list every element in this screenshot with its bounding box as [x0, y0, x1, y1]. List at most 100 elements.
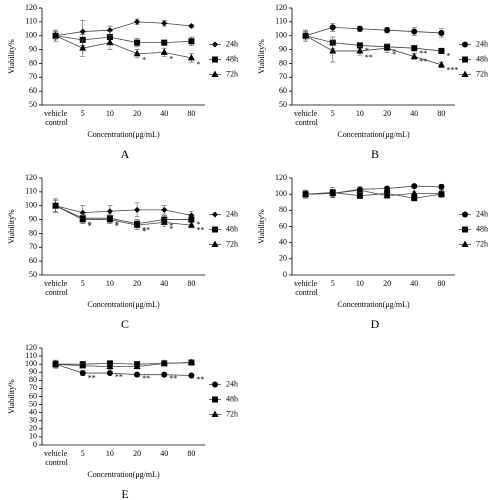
- y-tick-label: 60: [29, 256, 37, 265]
- marker: [161, 39, 168, 46]
- x-tick-label: 10: [106, 279, 114, 288]
- marker: [356, 46, 364, 54]
- marker: [79, 361, 87, 369]
- significance-label: *: [446, 52, 450, 61]
- series-line: [55, 363, 192, 376]
- legend-label: 24h: [226, 39, 238, 48]
- y-tick-label: 50: [29, 270, 37, 279]
- y-tick-label: 80: [279, 58, 287, 67]
- marker: [329, 189, 337, 196]
- marker: [134, 39, 141, 46]
- y-tick-label: 70: [29, 383, 37, 392]
- y-tick-label: 20: [279, 254, 287, 263]
- marker: [188, 216, 195, 223]
- marker: [79, 370, 86, 377]
- y-tick-label: 90: [29, 44, 37, 53]
- panel-caption: C: [121, 317, 129, 331]
- marker: [410, 189, 418, 196]
- marker: [188, 23, 195, 30]
- series-line: [305, 35, 442, 52]
- legend-label: 72h: [226, 239, 238, 248]
- x-tick-label: 80: [187, 109, 195, 118]
- legend-label: 72h: [226, 409, 238, 418]
- x-tick-label: 40: [410, 279, 418, 288]
- marker: [79, 44, 87, 51]
- marker: [134, 18, 141, 25]
- x-tick-label: 10: [356, 109, 364, 118]
- marker: [438, 29, 445, 36]
- marker: [106, 362, 114, 370]
- marker: [160, 359, 168, 366]
- panel: 50 60 70 80 90 100 110 120 vehicle control 5 10 20 4…: [7, 3, 238, 161]
- marker: [302, 31, 310, 39]
- legend-label: 48h: [226, 224, 238, 233]
- y-tick-label: 110: [275, 17, 287, 26]
- legend-label: 72h: [476, 69, 488, 78]
- x-tick-label: 20: [133, 109, 141, 118]
- legend-marker: [212, 41, 218, 48]
- y-tick-label: 50: [29, 100, 37, 109]
- y-axis-label: Viability%: [7, 209, 16, 244]
- marker: [383, 44, 391, 51]
- legend-label: 48h: [476, 54, 488, 63]
- x-axis-label: Concentration(μg/mL): [337, 300, 410, 309]
- y-tick-label: 120: [25, 3, 37, 12]
- significance-label: *: [115, 222, 119, 231]
- marker: [384, 27, 391, 34]
- x-tick-label-line: control: [293, 288, 318, 297]
- x-tick-label: 40: [160, 109, 168, 118]
- y-axis-label: Viability%: [7, 379, 16, 414]
- legend-marker: [212, 211, 218, 218]
- marker: [438, 47, 445, 54]
- series-line: [55, 205, 192, 225]
- x-axis-label: Concentration(μg/mL): [337, 130, 410, 139]
- marker: [79, 28, 86, 35]
- marker: [133, 221, 141, 228]
- marker: [411, 45, 418, 52]
- significance-label: ***: [446, 65, 458, 74]
- marker: [356, 186, 364, 193]
- marker: [161, 371, 168, 378]
- significance-label: **: [142, 374, 150, 383]
- y-tick-label: 80: [279, 205, 287, 214]
- x-tick-label: 10: [356, 279, 364, 288]
- marker: [52, 31, 60, 39]
- y-axis-label: Viability%: [257, 39, 266, 74]
- legend-label: 24h: [476, 209, 488, 218]
- significance-label: *: [392, 50, 396, 59]
- y-tick-label: 120: [275, 173, 287, 182]
- x-tick-label: vehicle control: [43, 449, 68, 467]
- marker: [160, 218, 168, 225]
- marker: [411, 183, 418, 190]
- x-tick-label: 80: [437, 109, 445, 118]
- panel: 50 60 70 80 90 100 110 120 vehicle control 5 10 20 4…: [257, 3, 488, 161]
- legend-label: 48h: [476, 224, 488, 233]
- y-tick-label: 60: [29, 86, 37, 95]
- y-tick-label: 70: [29, 72, 37, 81]
- x-axis-label: Concentration(μg/mL): [87, 130, 160, 139]
- x-tick-label-line: control: [43, 118, 68, 127]
- legend-label: 24h: [226, 209, 238, 218]
- significance-label: *: [142, 56, 146, 65]
- x-tick-label: 5: [81, 109, 85, 118]
- y-tick-label: 70: [279, 72, 287, 81]
- y-tick-label: 100: [25, 31, 37, 40]
- significance-label: *: [169, 224, 173, 233]
- legend-marker: [212, 381, 218, 388]
- series-line: [55, 205, 192, 226]
- marker: [161, 206, 168, 213]
- y-tick-label: 110: [25, 17, 37, 26]
- significance-label: **: [365, 53, 373, 62]
- panel-caption: B: [371, 147, 379, 161]
- x-tick-label-line: vehicle: [44, 109, 68, 118]
- x-tick-label: 20: [133, 449, 141, 458]
- x-tick-label: 5: [81, 279, 85, 288]
- x-tick-label: 5: [331, 279, 335, 288]
- x-tick-label: 20: [383, 109, 391, 118]
- y-tick-label: 110: [25, 187, 37, 196]
- marker: [187, 221, 195, 228]
- x-axis-label: Concentration(μg/mL): [87, 470, 160, 479]
- significance-label: **: [419, 49, 427, 58]
- y-tick-label: 50: [279, 100, 287, 109]
